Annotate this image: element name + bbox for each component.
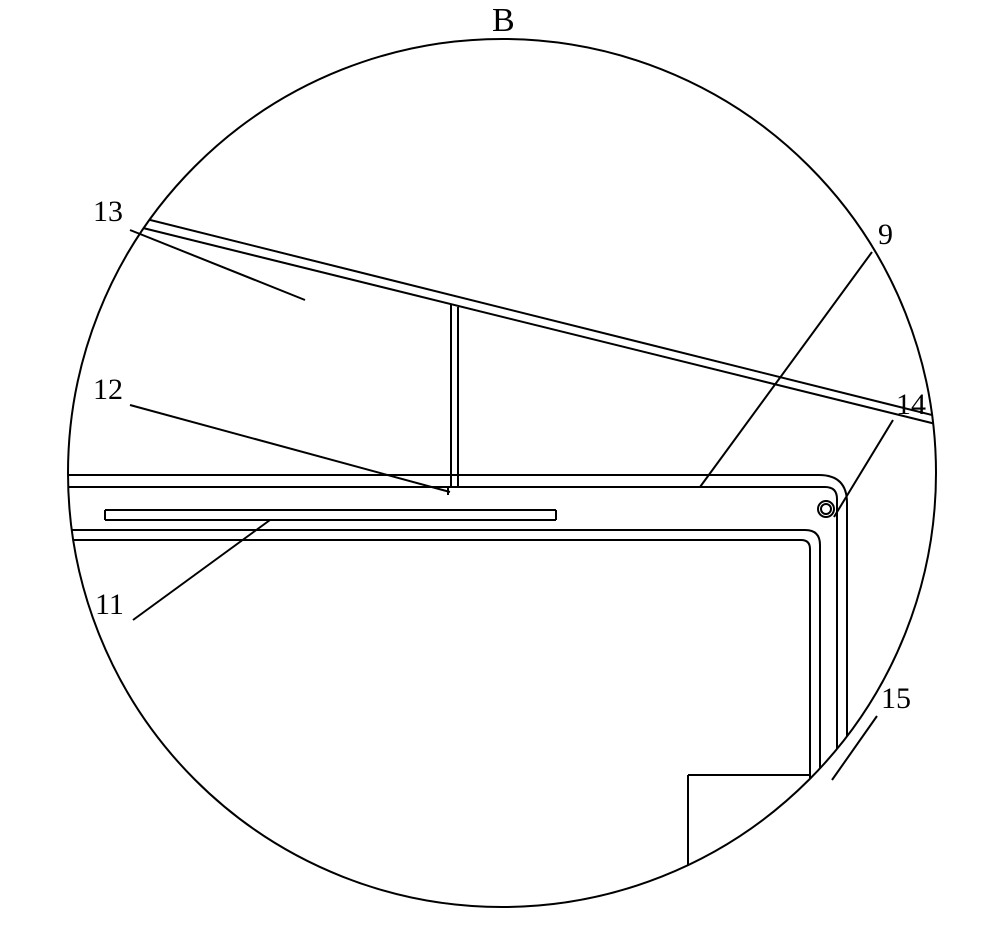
callout-label-15: 15 <box>881 682 911 716</box>
callout-label-9: 9 <box>878 218 893 252</box>
leader-9 <box>700 252 872 487</box>
channel-bottom-wall-inner <box>40 530 820 920</box>
mid-support-right-hook <box>448 307 458 495</box>
callout-label-13: 13 <box>93 195 123 229</box>
inner-band-right-outer <box>458 487 837 920</box>
callout-label-12: 12 <box>93 373 123 407</box>
leader-12 <box>130 405 450 492</box>
detail-circle <box>68 39 936 907</box>
clipped-geometry <box>40 195 960 930</box>
callout-label-14: 14 <box>896 388 926 422</box>
leader-14 <box>834 420 893 517</box>
diagram-canvas: B 13 12 9 14 11 15 <box>0 0 1000 930</box>
wedge-top-edge <box>50 195 960 422</box>
channel-top-outer <box>40 475 847 920</box>
diagram-svg <box>0 0 1000 930</box>
pivot-inner <box>821 504 831 514</box>
detail-title: B <box>492 2 515 40</box>
leader-11 <box>133 520 270 620</box>
leader-lines <box>130 230 893 780</box>
callout-label-11: 11 <box>95 588 124 622</box>
leader-13 <box>130 230 305 300</box>
